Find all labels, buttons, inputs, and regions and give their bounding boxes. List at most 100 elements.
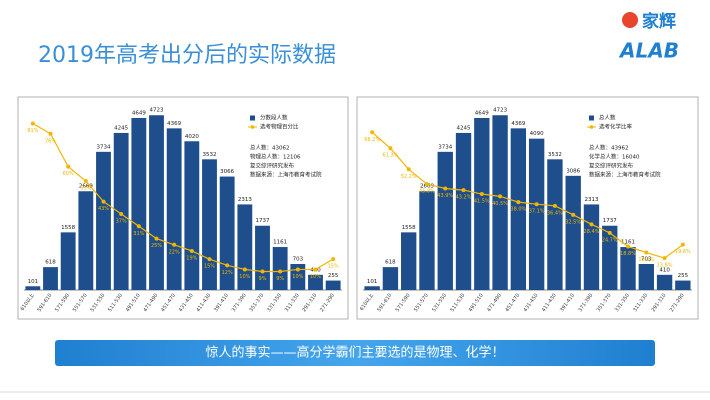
bar [325,280,341,290]
bar [113,132,129,290]
logo-icon [622,12,638,28]
line-point [552,203,557,208]
line-label: 61.3% [382,153,398,159]
line-point [295,267,300,272]
bar-label: 703 [293,256,304,262]
line-point [260,269,265,274]
line-point [626,244,631,249]
line-point [443,186,448,191]
logo-lab: ALAB [618,39,679,63]
bar-label: 4369 [167,121,181,127]
bar-label: 3086 [566,168,580,174]
line-point [571,212,576,217]
line-label: 52.2% [401,174,417,180]
legend-swatch [250,125,255,129]
line-label: 37% [116,218,127,224]
line-point [607,230,612,235]
bar-label: 4245 [457,125,471,131]
info-text: 化学总人数：16040 [589,153,640,161]
line-label: 43% [98,206,109,212]
line-point [498,194,503,199]
info-text: 数据来源：上海市教育考试院 [250,171,322,179]
line-label: 10% [292,274,303,280]
line-label: 76% [45,138,56,144]
bar [675,280,691,290]
bar-label: 2313 [584,197,598,203]
bar-label: 618 [385,260,396,266]
bar [60,232,76,290]
bar [43,267,58,290]
line [32,122,334,273]
info-text: 总人数：43062 [250,144,290,152]
bar [364,286,380,290]
bar [166,128,182,290]
legend-swatch [589,115,594,121]
bar-label: 3734 [438,144,452,150]
bar-label: 618 [45,260,56,266]
line-label: 28.4% [584,229,600,235]
line-point [225,263,230,268]
line-point [424,182,429,187]
line-point [406,167,411,172]
bar [492,115,508,291]
bar [620,247,636,290]
line-label: 19% [186,255,197,261]
info-text: 数据来源：上海市教育考试院 [589,171,661,179]
banner [55,340,655,366]
line-label: 40.5% [492,201,508,207]
bar [528,138,545,290]
line-point [83,179,88,184]
bar [547,159,563,290]
legend-swatch [250,115,255,121]
bar [290,263,306,290]
line-label: 43.9% [437,193,453,199]
bar [437,151,453,290]
bar [308,274,323,290]
line-label: 43.2% [456,195,472,201]
bar-label: 4020 [185,134,199,140]
line-label: 10% [310,274,321,280]
line-label: 10% [239,274,250,280]
slide-title: 2019年高考出分后的实际数据 [38,43,336,68]
bar-label: 2669 [79,184,93,190]
info-text: 复交综评研究发布 [589,162,634,170]
bar [149,115,164,291]
bar [638,263,654,290]
line-label: 24.7% [602,237,618,243]
logo-name: 家辉 [642,11,676,32]
bar-label: 4090 [530,131,544,137]
bar-label: 4245 [114,125,128,131]
line-label: 37.1% [529,209,545,215]
line-point [189,248,194,253]
legend-label: 选考物理百分比 [260,123,299,131]
line-point [172,242,177,247]
bar-label: 3066 [220,169,234,175]
bar [184,141,200,290]
line-point [680,242,685,247]
bar-label: 4723 [150,108,164,114]
bar [474,117,490,290]
banner-text: 惊人的事实——高分学霸们主要选的是物理、化学！ [205,345,504,361]
line-point [370,130,375,135]
bar-label: 4649 [475,110,489,116]
bar [419,191,435,290]
line-point [589,222,594,227]
legend-label: 分数段人数 [260,114,288,122]
line-label: 9% [276,276,284,282]
legend-swatch [589,125,594,129]
bar-label: 101 [367,279,378,285]
line-label: 16.2% [638,257,654,263]
line-point [388,146,393,151]
bar [96,151,111,290]
line-point [48,131,53,136]
line [371,131,684,259]
bar [565,175,581,290]
line-point [662,256,667,261]
bar-label: 101 [28,279,39,285]
line-label: 68.2% [364,137,380,143]
bar-label: 1737 [256,218,270,224]
bar [219,176,235,290]
line-label: 18.8% [620,251,636,257]
line-point [136,224,141,229]
legend-label: 选考化学比率 [599,123,633,131]
